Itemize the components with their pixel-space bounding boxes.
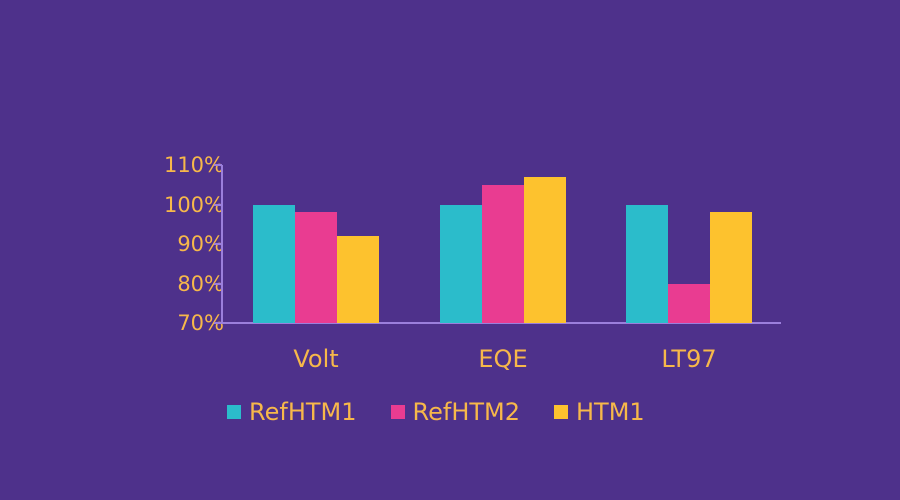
y-tick-mark	[214, 203, 222, 206]
x-tick-label: Volt	[293, 345, 339, 373]
y-axis-line	[221, 165, 223, 324]
bar-eqe-htm1	[524, 176, 566, 323]
legend-item: HTM1	[554, 397, 645, 427]
bar-volt-refhtm1	[253, 204, 295, 323]
legend-label: RefHTM1	[249, 398, 357, 426]
bar-eqe-refhtm1	[440, 204, 482, 323]
x-axis-line	[214, 322, 781, 324]
bar-volt-htm1	[337, 236, 379, 323]
x-tick-label: LT97	[661, 345, 717, 373]
bar-lt97-htm1	[710, 212, 752, 323]
y-tick-mark	[214, 282, 222, 285]
bar-lt97-refhtm1	[626, 204, 668, 323]
legend-swatch-icon	[554, 405, 568, 419]
legend-label: RefHTM2	[412, 398, 521, 426]
legend: RefHTM1 RefHTM2 HTM1	[227, 397, 679, 427]
bar-eqe-refhtm2	[482, 184, 524, 323]
legend-item: RefHTM2	[390, 397, 521, 427]
y-tick-mark	[214, 164, 222, 166]
legend-swatch-icon	[227, 405, 241, 419]
y-tick-mark	[214, 243, 222, 245]
bar-volt-refhtm2	[295, 212, 337, 323]
y-tick-label: 110%	[163, 153, 224, 177]
legend-swatch-icon	[390, 405, 405, 419]
legend-item: RefHTM1	[227, 397, 357, 427]
bar-lt97-refhtm2	[668, 283, 710, 323]
y-tick-label: 100%	[163, 192, 224, 217]
legend-label: HTM1	[576, 398, 645, 426]
x-tick-label: EQE	[478, 345, 528, 373]
